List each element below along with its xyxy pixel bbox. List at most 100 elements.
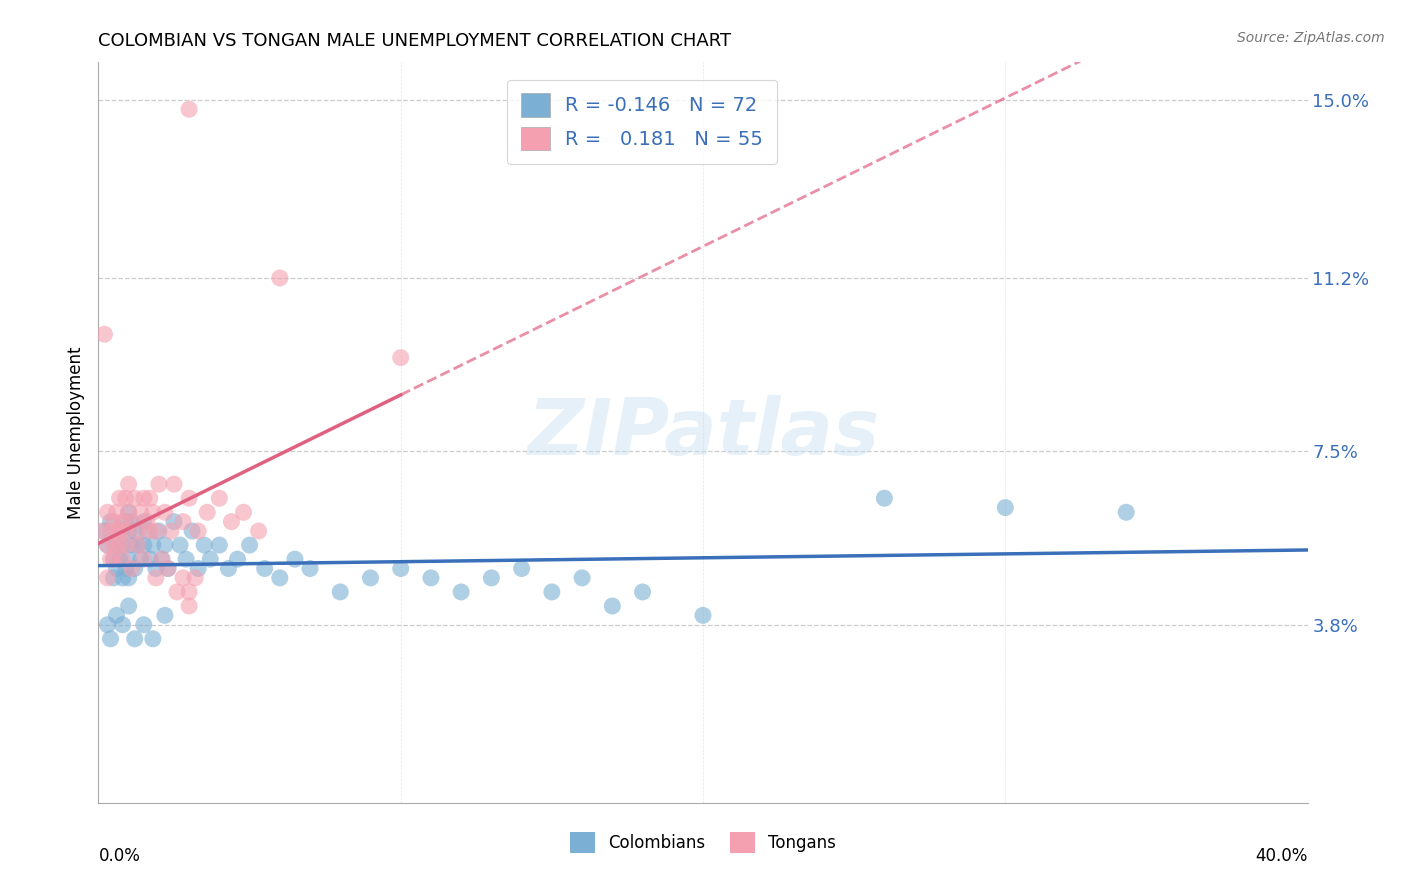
Point <box>132 617 155 632</box>
Point <box>994 500 1017 515</box>
Point <box>108 524 131 538</box>
Point <box>111 552 134 566</box>
Point <box>299 561 322 575</box>
Point <box>172 515 194 529</box>
Point <box>96 505 118 519</box>
Point <box>269 571 291 585</box>
Point <box>135 515 157 529</box>
Point <box>139 491 162 506</box>
Point <box>160 524 183 538</box>
Point <box>187 524 209 538</box>
Point <box>114 515 136 529</box>
Point <box>631 585 654 599</box>
Point <box>121 538 143 552</box>
Point <box>118 599 141 613</box>
Point <box>873 491 896 506</box>
Text: COLOMBIAN VS TONGAN MALE UNEMPLOYMENT CORRELATION CHART: COLOMBIAN VS TONGAN MALE UNEMPLOYMENT CO… <box>98 32 731 50</box>
Point <box>692 608 714 623</box>
Point <box>118 477 141 491</box>
Point <box>96 538 118 552</box>
Point <box>100 524 122 538</box>
Point <box>121 561 143 575</box>
Point <box>142 632 165 646</box>
Point <box>174 552 197 566</box>
Point <box>100 515 122 529</box>
Point <box>103 515 125 529</box>
Point <box>153 505 176 519</box>
Point <box>108 491 131 506</box>
Point <box>150 552 173 566</box>
Point <box>114 491 136 506</box>
Point <box>163 477 186 491</box>
Point <box>121 515 143 529</box>
Point <box>145 571 167 585</box>
Point <box>129 505 152 519</box>
Point <box>139 552 162 566</box>
Point <box>142 505 165 519</box>
Text: Source: ZipAtlas.com: Source: ZipAtlas.com <box>1237 31 1385 45</box>
Point <box>156 561 179 575</box>
Legend: Colombians, Tongans: Colombians, Tongans <box>561 824 845 861</box>
Point <box>124 491 146 506</box>
Point <box>145 524 167 538</box>
Text: 40.0%: 40.0% <box>1256 847 1308 865</box>
Point <box>105 505 128 519</box>
Point <box>93 524 115 538</box>
Point <box>329 585 352 599</box>
Point <box>139 524 162 538</box>
Point <box>100 552 122 566</box>
Point <box>247 524 270 538</box>
Point <box>105 608 128 623</box>
Point <box>208 491 231 506</box>
Point <box>129 552 152 566</box>
Point <box>103 571 125 585</box>
Point <box>132 552 155 566</box>
Point <box>132 491 155 506</box>
Point <box>602 599 624 613</box>
Point <box>571 571 593 585</box>
Point <box>108 524 131 538</box>
Point <box>540 585 562 599</box>
Point <box>124 632 146 646</box>
Point <box>389 351 412 365</box>
Point <box>184 571 207 585</box>
Point <box>96 617 118 632</box>
Point <box>132 515 155 529</box>
Point <box>96 571 118 585</box>
Point <box>153 608 176 623</box>
Point <box>118 524 141 538</box>
Point <box>118 552 141 566</box>
Point <box>111 538 134 552</box>
Point <box>111 515 134 529</box>
Point <box>232 505 254 519</box>
Point <box>145 561 167 575</box>
Point <box>510 561 533 575</box>
Point <box>284 552 307 566</box>
Point <box>148 524 170 538</box>
Point <box>118 505 141 519</box>
Point <box>114 561 136 575</box>
Point <box>108 552 131 566</box>
Point <box>172 571 194 585</box>
Point <box>93 327 115 342</box>
Point <box>179 103 201 117</box>
Point <box>195 505 218 519</box>
Point <box>208 538 231 552</box>
Point <box>239 538 262 552</box>
Point <box>111 571 134 585</box>
Point <box>156 561 179 575</box>
Point <box>217 561 239 575</box>
Point <box>179 491 201 506</box>
Point <box>179 599 201 613</box>
Point <box>105 524 128 538</box>
Point <box>127 538 149 552</box>
Point <box>124 561 146 575</box>
Point <box>200 552 222 566</box>
Point <box>181 524 204 538</box>
Point <box>450 585 472 599</box>
Point <box>360 571 382 585</box>
Point <box>135 524 157 538</box>
Point <box>420 571 443 585</box>
Point <box>153 538 176 552</box>
Point <box>111 617 134 632</box>
